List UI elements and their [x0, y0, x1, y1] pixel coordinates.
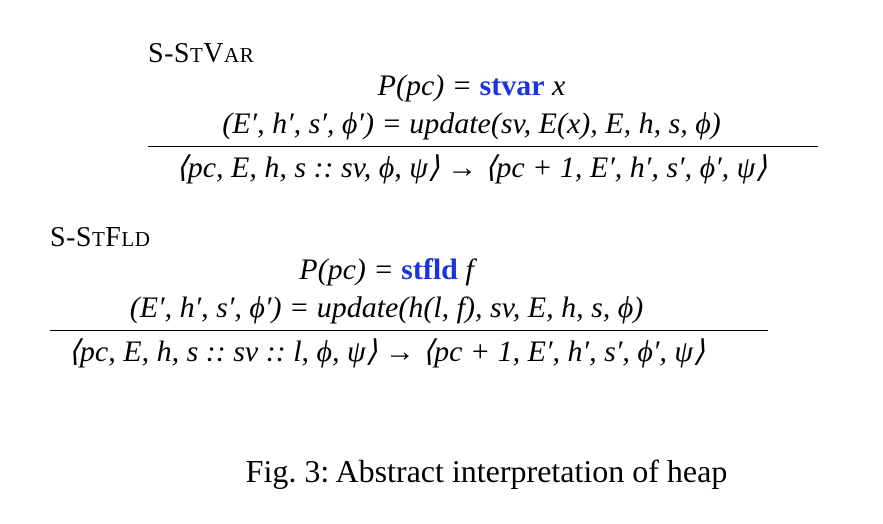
rule-name-part: T: [91, 227, 106, 251]
stvar-premise-1: P(pc) = stvar x: [0, 68, 883, 104]
stvar-premise-2: (E′, h′, s′, ϕ′) = update(sv, E(x), E, h…: [222, 107, 721, 140]
rule-name-stfld: S-STFLD: [50, 222, 150, 254]
stvar-inference-bar: [148, 146, 818, 147]
stvar-keyword: stvar: [479, 69, 545, 102]
stfld-premise-2: (E′, h′, s′, ϕ′) = update(h(l, f), sv, E…: [129, 291, 644, 324]
rule-name-part: S-S: [50, 222, 92, 253]
stfld-keyword: stfld: [401, 253, 458, 286]
rule-name-stvar: S-STVAR: [148, 38, 254, 70]
rule-name-part: S-S: [148, 38, 190, 69]
rule-name-part: V: [203, 38, 225, 69]
stvar-premise-1-post: x: [544, 69, 566, 102]
stfld-premise-1: P(pc) = stfld f: [0, 252, 883, 288]
stfld-premise-1-pre: P(pc) =: [299, 253, 402, 286]
stfld-inference-bar: [50, 330, 768, 331]
rule-name-part: F: [105, 222, 122, 253]
stvar-premise-1-pre: P(pc) =: [377, 69, 480, 102]
stfld-premise-1-post: f: [457, 253, 474, 286]
rule-name-part: LD: [121, 227, 151, 251]
figure-caption: Fig. 3: Abstract interpretation of heap: [245, 453, 728, 489]
stfld-conclusion: ⟨pc, E, h, s :: sv :: l, ϕ, ψ⟩ → ⟨pc + 1…: [68, 335, 705, 368]
rule-name-part: AR: [224, 43, 255, 67]
stvar-conclusion: ⟨pc, E, h, s :: sv, ϕ, ψ⟩ → ⟨pc + 1, E′,…: [175, 151, 767, 184]
rule-name-part: T: [189, 43, 204, 67]
